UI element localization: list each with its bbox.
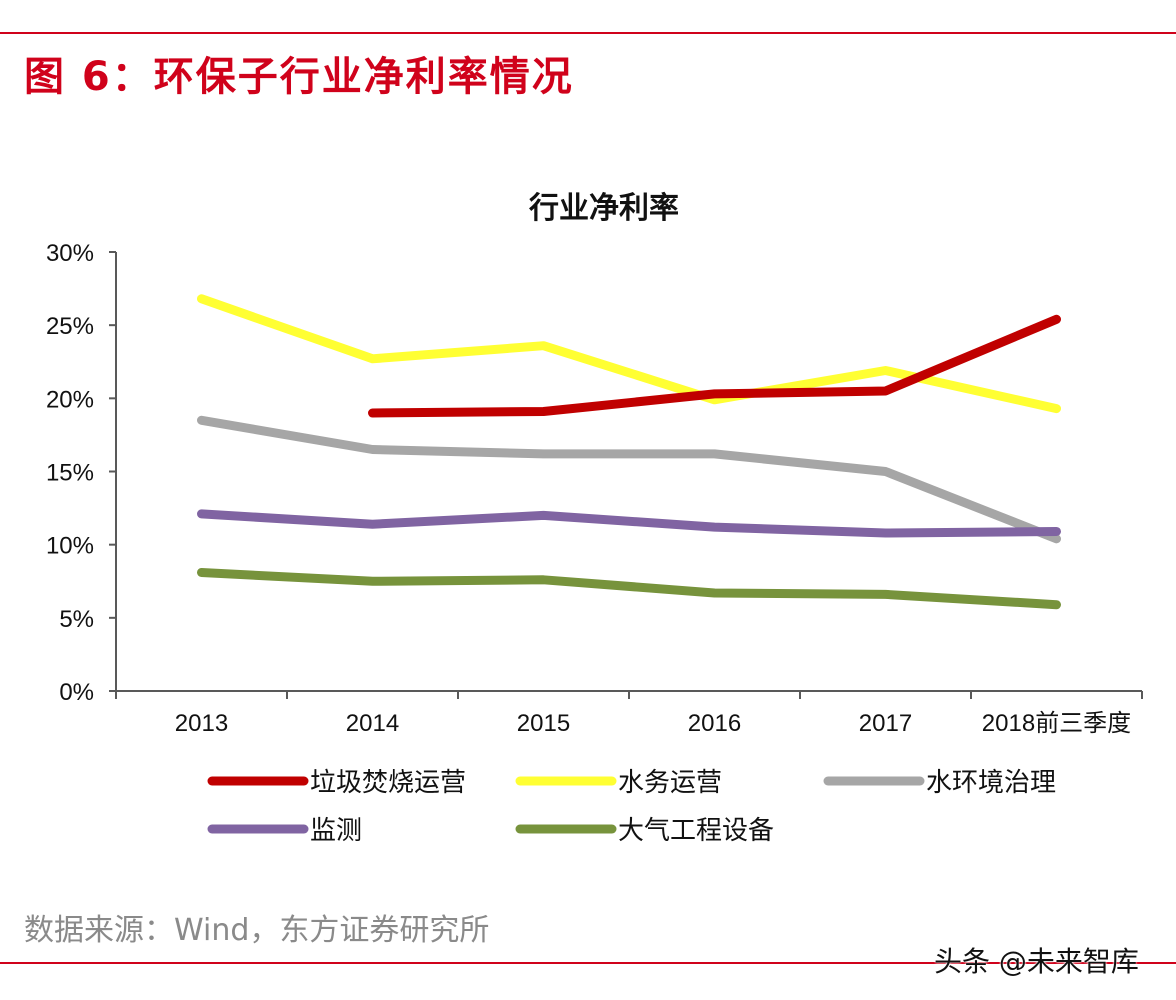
x-tick-label: 2013 <box>175 710 228 737</box>
series-layer <box>197 294 1061 610</box>
y-tick-label: 20% <box>46 386 94 413</box>
series-line <box>197 415 1061 544</box>
y-tick-label: 0% <box>59 679 94 706</box>
legend-label: 水务运营 <box>618 768 722 798</box>
line-chart: 行业净利率 0% 5% 10% 15% 20% 25% 30% 2013 2014 2015 201… <box>46 191 1143 846</box>
figure-title: 图 6：环保子行业净利率情况 <box>24 54 574 100</box>
legend-label: 大气工程设备 <box>618 816 774 846</box>
y-tick-label: 15% <box>46 460 94 487</box>
bottom-rule <box>0 962 1176 964</box>
legend-label: 垃圾焚烧运营 <box>310 768 466 798</box>
series-line <box>197 509 1061 538</box>
legend-label: 水环境治理 <box>926 768 1056 798</box>
y-tick-label: 10% <box>46 533 94 560</box>
series-line <box>197 568 1061 610</box>
series-line <box>368 314 1061 418</box>
axes: 0% 5% 10% 15% 20% 25% 30% 2013 2014 2015 2016 2017 2… <box>46 240 1143 737</box>
watermark: 头条 @未来智库 <box>934 945 1139 978</box>
series-line <box>197 294 1061 414</box>
legend-label: 监测 <box>310 816 362 846</box>
chart-title: 行业净利率 <box>528 191 679 226</box>
top-rule <box>0 32 1176 34</box>
x-tick-label: 2016 <box>688 710 741 737</box>
y-tick-label: 5% <box>59 606 94 633</box>
x-tick-label: 2015 <box>517 710 570 737</box>
x-tick-label: 2018前三季度 <box>982 710 1131 737</box>
y-tick-label: 25% <box>46 313 94 340</box>
y-tick-label: 30% <box>46 240 94 267</box>
x-tick-label: 2017 <box>859 710 912 737</box>
x-tick-label: 2014 <box>346 710 399 737</box>
source-note: 数据来源：Wind，东方证券研究所 <box>24 913 490 948</box>
